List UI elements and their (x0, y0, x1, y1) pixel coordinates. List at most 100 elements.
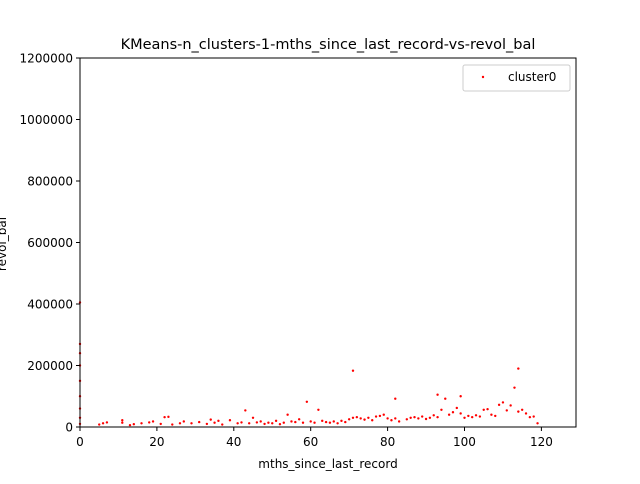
data-point (467, 414, 470, 418)
data-point (121, 419, 124, 422)
data-point (374, 415, 378, 418)
data-point (528, 415, 532, 419)
data-point (167, 415, 170, 419)
data-point (297, 418, 301, 421)
legend-label-cluster0: cluster0 (508, 70, 556, 84)
data-point (459, 412, 462, 415)
data-point (536, 422, 539, 425)
data-point (520, 408, 524, 411)
data-points-group (78, 301, 539, 427)
data-point (197, 420, 201, 424)
data-point (259, 420, 262, 423)
data-point (367, 416, 370, 419)
data-point (159, 422, 162, 426)
data-point (494, 414, 497, 418)
data-point (267, 421, 270, 424)
data-point (286, 413, 289, 416)
data-point (421, 415, 424, 418)
data-point (347, 418, 351, 421)
data-point (413, 415, 416, 419)
data-point (321, 419, 324, 423)
data-point (470, 415, 474, 419)
data-point (332, 420, 335, 423)
data-point (463, 416, 466, 419)
legend: cluster0 (462, 64, 571, 92)
data-point (101, 422, 105, 425)
data-point (271, 422, 274, 425)
y-tick-label: 400000 (27, 298, 73, 312)
data-point (351, 416, 355, 419)
y-tick-label: 0 (65, 421, 73, 435)
data-point (121, 421, 124, 424)
data-point (351, 369, 355, 372)
data-point (148, 421, 151, 424)
data-point (205, 422, 209, 426)
data-point (221, 423, 224, 426)
data-point (105, 421, 109, 424)
data-point (132, 423, 136, 426)
data-point (190, 422, 193, 425)
data-point (459, 395, 462, 398)
data-point (313, 421, 316, 424)
data-point (436, 415, 439, 419)
data-point (255, 421, 259, 424)
data-point (378, 414, 382, 418)
x-axis-label: mths_since_last_record (258, 457, 397, 471)
data-point (436, 393, 439, 396)
data-point (490, 413, 493, 416)
data-point (209, 418, 212, 421)
data-point (432, 414, 435, 417)
data-point (501, 401, 505, 404)
data-point (213, 421, 216, 424)
x-tick-label: 40 (226, 435, 241, 449)
y-tick-label: 200000 (27, 359, 73, 373)
data-point (305, 400, 309, 403)
data-point (428, 416, 432, 419)
data-point (505, 409, 508, 412)
data-point (444, 397, 447, 400)
data-point (363, 418, 366, 421)
data-point (178, 422, 182, 425)
x-tick-label: 60 (303, 435, 318, 449)
data-point (163, 415, 166, 419)
data-point (513, 386, 516, 389)
data-point (394, 417, 397, 420)
data-point (317, 408, 320, 411)
y-tick-label: 1000000 (20, 113, 73, 127)
data-point (263, 422, 266, 426)
x-tick-label: 0 (76, 435, 84, 449)
data-point (524, 412, 528, 415)
data-point (340, 419, 343, 423)
x-tick-label: 100 (453, 435, 476, 449)
data-point (274, 419, 278, 423)
data-point (440, 408, 443, 411)
data-point (509, 404, 512, 407)
data-point (247, 422, 251, 425)
data-point (394, 397, 397, 400)
data-point (140, 422, 143, 425)
x-tick-label: 120 (530, 435, 553, 449)
axes-group: 0 20 40 60 80 100 120 0 200000 400000 600000 800000… (20, 52, 577, 449)
data-point (290, 420, 293, 423)
data-point (371, 419, 374, 422)
data-point (301, 421, 305, 424)
data-point (474, 414, 478, 417)
data-point (128, 423, 132, 427)
legend-frame (462, 64, 571, 92)
data-point (98, 423, 101, 426)
data-point (182, 420, 186, 423)
data-point (355, 415, 359, 419)
data-point (236, 422, 239, 425)
chart-title: KMeans-n_clusters-1-mths_since_last_reco… (121, 37, 536, 53)
data-point (217, 419, 220, 423)
data-point (409, 416, 412, 419)
x-tick-label: 20 (149, 435, 164, 449)
data-point (336, 422, 339, 425)
x-tick-label: 80 (380, 435, 395, 449)
data-point (397, 420, 401, 423)
data-point (359, 417, 362, 420)
data-point (405, 418, 409, 421)
data-point (482, 408, 485, 411)
